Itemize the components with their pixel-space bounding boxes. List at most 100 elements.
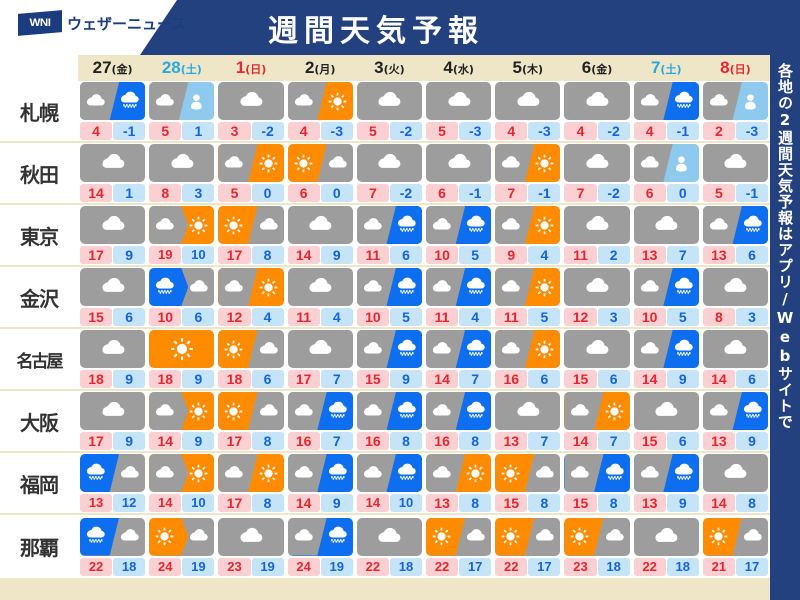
forecast-cell[interactable]: 11 5 [493, 268, 562, 326]
city-label-1[interactable]: 秋田 [20, 162, 59, 187]
forecast-cell[interactable]: 13 8 [424, 454, 493, 512]
city-label-2[interactable]: 東京 [20, 224, 59, 249]
forecast-cell[interactable]: 3 -2 [216, 82, 285, 140]
forecast-cell[interactable]: 22 17 [424, 517, 493, 576]
forecast-cell[interactable]: 5 -1 [701, 144, 770, 202]
forecast-cell[interactable]: 17 8 [216, 454, 285, 512]
forecast-cell[interactable]: 13 6 [701, 206, 770, 264]
forecast-cell[interactable]: 11 4 [424, 268, 493, 326]
forecast-cell[interactable]: 2 -3 [701, 82, 770, 140]
forecast-cell[interactable]: 10 5 [424, 206, 493, 264]
city-label-7[interactable]: 那覇 [20, 536, 59, 560]
forecast-cell[interactable]: 18 6 [216, 330, 285, 388]
forecast-cell[interactable]: 22 18 [78, 517, 147, 576]
forecast-cell[interactable]: 15 8 [493, 454, 562, 512]
forecast-cell[interactable]: 24 19 [147, 517, 216, 576]
forecast-cell[interactable]: 7 -1 [493, 144, 562, 202]
day-header-5[interactable]: 5(木) [493, 55, 562, 113]
forecast-cell[interactable]: 5 -3 [424, 82, 493, 140]
forecast-cell[interactable]: 11 2 [562, 206, 631, 264]
city-label-4[interactable]: 名古屋 [16, 351, 64, 372]
forecast-cell[interactable]: 4 -2 [562, 82, 631, 140]
forecast-cell[interactable]: 23 19 [216, 517, 285, 576]
forecast-cell[interactable]: 13 7 [632, 206, 701, 264]
forecast-cell[interactable]: 12 3 [562, 268, 631, 326]
day-header-2[interactable]: 2(月) [286, 55, 355, 113]
forecast-cell[interactable]: 7 -2 [355, 144, 424, 202]
forecast-cell[interactable]: 14 9 [632, 330, 701, 388]
forecast-cell[interactable]: 12 4 [216, 268, 285, 326]
forecast-cell[interactable]: 17 9 [78, 206, 147, 264]
forecast-cell[interactable]: 11 6 [355, 206, 424, 264]
forecast-cell[interactable]: 23 18 [562, 517, 631, 576]
forecast-cell[interactable]: 4 -3 [286, 82, 355, 140]
forecast-cell[interactable]: 16 7 [286, 392, 355, 450]
day-header-28[interactable]: 28(土) [147, 55, 216, 113]
forecast-cell[interactable]: 6 -1 [424, 144, 493, 202]
forecast-cell[interactable]: 7 -2 [562, 144, 631, 202]
forecast-cell[interactable]: 4 -3 [493, 82, 562, 140]
forecast-cell[interactable]: 17 8 [216, 206, 285, 264]
forecast-cell[interactable]: 17 8 [216, 392, 285, 450]
forecast-cell[interactable]: 16 8 [424, 392, 493, 450]
forecast-cell[interactable]: 18 9 [78, 330, 147, 388]
day-header-27[interactable]: 27(金) [78, 55, 147, 113]
forecast-cell[interactable]: 16 8 [355, 392, 424, 450]
forecast-cell[interactable]: 14 1 [78, 144, 147, 202]
forecast-cell[interactable]: 16 6 [493, 330, 562, 388]
forecast-cell[interactable]: 13 12 [78, 454, 147, 512]
forecast-cell[interactable]: 4 -1 [632, 82, 701, 140]
forecast-cell[interactable]: 18 9 [147, 330, 216, 388]
forecast-cell[interactable]: 10 5 [632, 268, 701, 326]
forecast-cell[interactable]: 21 17 [701, 517, 770, 576]
forecast-cell[interactable]: 10 6 [147, 268, 216, 326]
forecast-cell[interactable]: 10 5 [355, 268, 424, 326]
forecast-cell[interactable]: 17 7 [286, 330, 355, 388]
forecast-cell[interactable]: 15 6 [632, 392, 701, 450]
forecast-cell[interactable]: 14 10 [147, 454, 216, 512]
forecast-cell[interactable]: 14 8 [701, 454, 770, 512]
forecast-cell[interactable]: 19 10 [147, 206, 216, 264]
forecast-cell[interactable]: 14 9 [286, 206, 355, 264]
day-header-8[interactable]: 8(日) [701, 55, 770, 113]
forecast-cell[interactable]: 4 -1 [78, 82, 147, 140]
forecast-cell[interactable]: 14 7 [424, 330, 493, 388]
forecast-cell[interactable]: 15 6 [562, 330, 631, 388]
city-label-5[interactable]: 大阪 [20, 410, 59, 435]
forecast-cell[interactable]: 14 9 [147, 392, 216, 450]
forecast-cell[interactable]: 14 10 [355, 454, 424, 512]
forecast-cell[interactable]: 13 9 [632, 454, 701, 512]
forecast-cell[interactable]: 13 7 [493, 392, 562, 450]
day-header-1[interactable]: 1(日) [216, 55, 285, 113]
forecast-cell[interactable]: 22 18 [355, 517, 424, 576]
forecast-cell[interactable]: 14 6 [701, 330, 770, 388]
city-label-6[interactable]: 福岡 [20, 472, 59, 497]
forecast-cell[interactable]: 5 -2 [355, 82, 424, 140]
forecast-cell[interactable]: 15 9 [355, 330, 424, 388]
forecast-cell[interactable]: 24 19 [286, 517, 355, 576]
forecast-cell[interactable]: 22 18 [632, 517, 701, 576]
city-label-0[interactable]: 札幌 [20, 100, 59, 125]
day-header-7[interactable]: 7(土) [632, 55, 701, 113]
day-header-4[interactable]: 4(水) [424, 55, 493, 113]
forecast-cell[interactable]: 15 6 [78, 268, 147, 326]
forecast-cell[interactable]: 15 8 [562, 454, 631, 512]
forecast-cell[interactable]: 22 17 [493, 517, 562, 576]
city-label-3[interactable]: 金沢 [20, 286, 59, 311]
day-header-3[interactable]: 3(火) [355, 55, 424, 113]
forecast-cell[interactable]: 13 9 [701, 392, 770, 450]
forecast-cell[interactable]: 14 7 [562, 392, 631, 450]
forecast-cell[interactable]: 14 9 [286, 454, 355, 512]
day-header-6[interactable]: 6(金) [562, 55, 631, 113]
brand-logo[interactable]: WNI ウェザーニュース [18, 10, 186, 36]
forecast-cell[interactable]: 17 9 [78, 392, 147, 450]
forecast-cell[interactable]: 11 4 [286, 268, 355, 326]
temperature-pair: 3 -2 [218, 122, 284, 140]
